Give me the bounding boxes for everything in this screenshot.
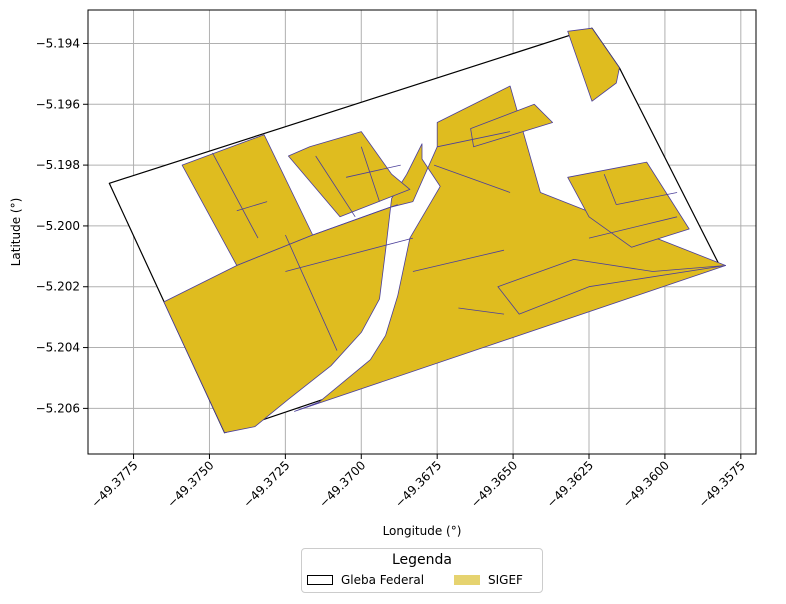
sigef-boundary-7	[315, 155, 356, 218]
x-tick-label-5: −49.3650	[468, 458, 520, 510]
y-axis-label: Latitude (°)	[9, 198, 23, 267]
legend-entry-gleba-federal: Gleba Federal	[307, 573, 424, 587]
sigef-parcel-6	[497, 258, 726, 315]
sigef-parcel-1	[163, 85, 726, 434]
sigef-parcel-2	[287, 131, 411, 218]
legend-label-sigef: SIGEF	[488, 573, 523, 587]
sigef-boundary-14	[588, 216, 678, 239]
x-tick-label-6: −49.3625	[544, 458, 596, 510]
sigef-boundary-1	[236, 201, 268, 212]
legend-title: Legenda	[391, 552, 452, 568]
y-tick-label-4: −5.202	[36, 280, 80, 294]
x-tick-label-0: −49.3775	[89, 458, 141, 510]
legend-label-gleba-federal: Gleba Federal	[341, 573, 425, 587]
sigef-layer	[163, 27, 726, 434]
x-tick-label-8: −49.3575	[696, 458, 748, 510]
y-tick-label-1: −5.196	[36, 97, 80, 111]
sigef-boundary-5	[412, 249, 505, 272]
y-tick-label-6: −5.206	[36, 401, 80, 415]
legend-swatch-gleba-federal	[307, 575, 333, 585]
legend-swatch-sigef	[454, 575, 480, 585]
x-tick-label-7: −49.3600	[620, 458, 672, 510]
x-tick-label-2: −49.3725	[240, 458, 292, 510]
x-tick-label-4: −49.3675	[392, 458, 444, 510]
sigef-boundary-6	[458, 307, 505, 315]
y-tick-label-0: −5.194	[36, 36, 80, 50]
legend-entry-sigef: SIGEF	[454, 573, 523, 587]
sigef-parcel-4	[567, 27, 620, 102]
sigef-boundary-13	[616, 192, 678, 205]
x-axis-ticks: −49.3775 −49.3750 −49.3725 −49.3700 −49.3675…	[89, 454, 748, 510]
sigef-boundary-2	[312, 204, 398, 236]
sigef-boundary-4	[285, 234, 338, 351]
sigef-parcel-3	[470, 103, 553, 148]
plot-frame	[87, 9, 757, 455]
sigef-boundary-11	[433, 164, 511, 193]
x-tick-label-1: −49.3750	[165, 458, 217, 510]
sigef-boundary-10	[437, 131, 511, 148]
y-tick-label-5: −5.204	[36, 341, 80, 355]
sigef-parcel-5	[567, 161, 690, 248]
sigef-boundary-8	[360, 146, 380, 202]
legend: Legenda Gleba Federal SIGEF	[301, 548, 543, 593]
x-tick-label-3: −49.3700	[316, 458, 368, 510]
x-axis-label: Longitude (°)	[383, 524, 462, 538]
y-axis-ticks: −5.194 −5.196 −5.198 −5.200 −5.202 −5.204 −5.2…	[36, 36, 88, 415]
sigef-boundary-3	[285, 237, 414, 272]
sigef-boundary-0	[212, 152, 259, 239]
y-tick-label-3: −5.200	[36, 219, 80, 233]
y-tick-label-2: −5.198	[36, 158, 80, 172]
sigef-boundary-12	[603, 174, 617, 205]
sigef-boundary-9	[346, 164, 401, 178]
